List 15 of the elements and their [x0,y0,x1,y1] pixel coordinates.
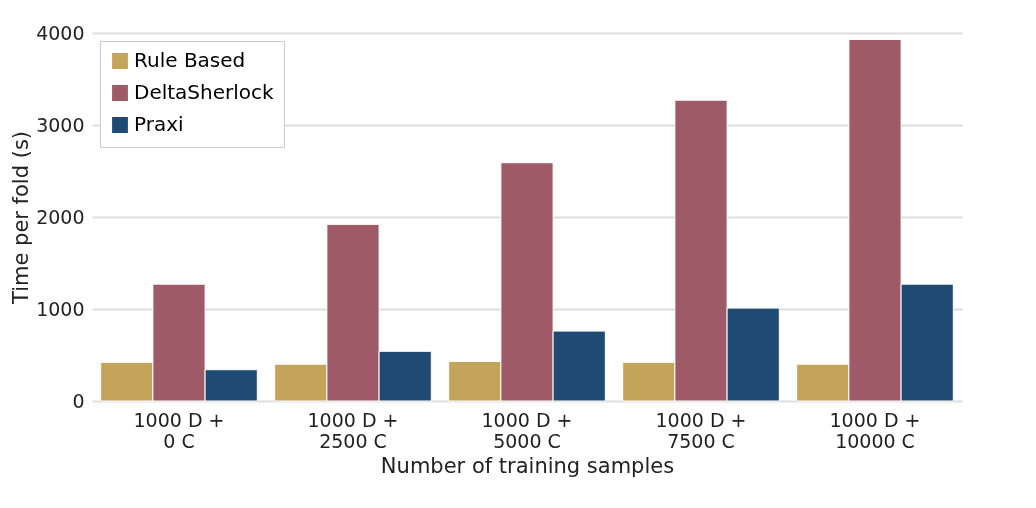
x-tick-label: 1000 D + 0 C [133,408,225,452]
legend-label: Rule Based [134,48,246,72]
legend-label: Praxi [134,112,184,136]
y-tick-label: 0 [72,389,85,412]
y-tick-label: 2000 [36,205,85,228]
x-tick-label: 1000 D + 10000 C [829,408,921,452]
y-tick-label: 3000 [36,113,85,136]
legend-label: DeltaSherlock [134,80,275,104]
x-tick-label: 1000 D + 7500 C [655,408,747,452]
x-axis-title: Number of training samples [380,453,675,478]
y-tick-label: 4000 [36,21,85,44]
y-axis-title: Time per fold (s) [9,130,34,306]
x-tick-label: 1000 D + 2500 C [307,408,399,452]
y-tick-label: 1000 [36,297,85,320]
x-tick-label: 1000 D + 5000 C [481,408,573,452]
